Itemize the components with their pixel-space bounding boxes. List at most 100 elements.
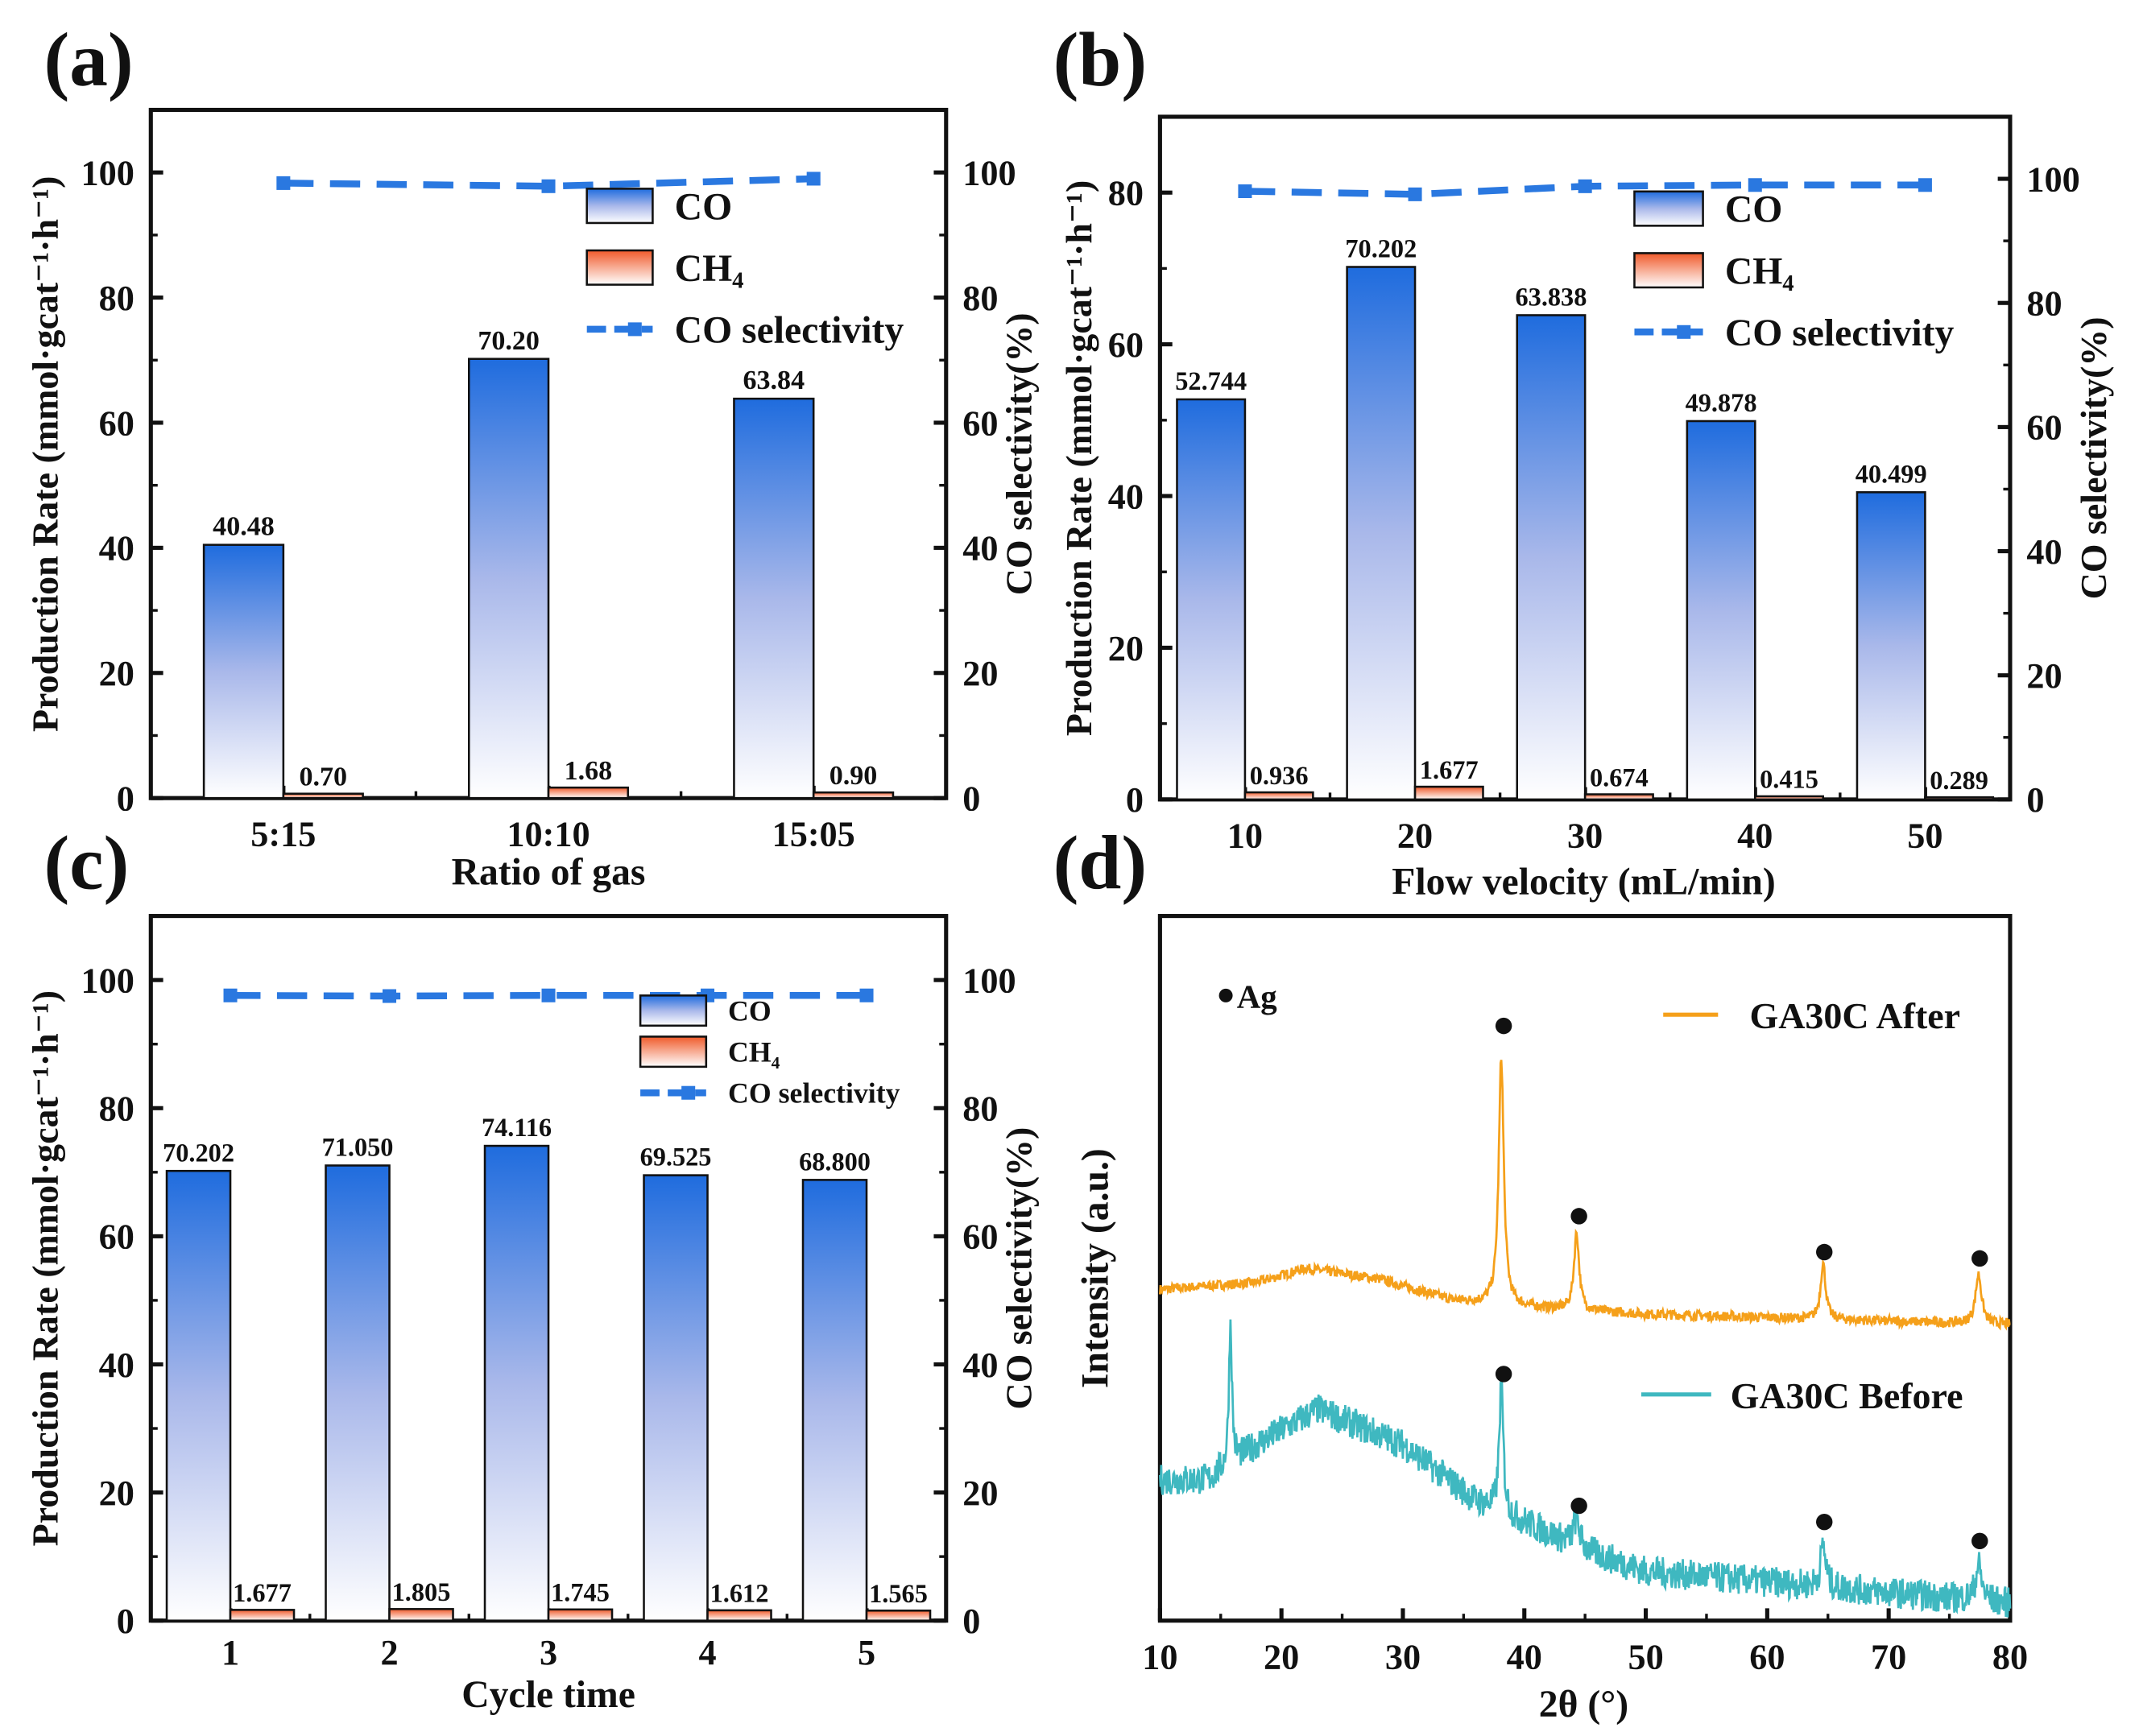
co-bar <box>1856 491 1926 801</box>
subscript: 4 <box>1782 271 1794 296</box>
co-selectivity-marker <box>276 176 291 190</box>
ch4-bar-label: 1.677 <box>1420 755 1479 784</box>
y-tick-label: 20 <box>99 1474 134 1513</box>
legend-ch4-swatch <box>1633 252 1704 289</box>
legend-label: CO selectivity <box>1725 312 1955 354</box>
y-axis-label: Intensity (a.u.) <box>1075 1148 1117 1388</box>
co-bar-label: 40.48 <box>213 512 275 542</box>
y2-tick-label: 40 <box>2026 532 2062 572</box>
ch4-bar-label: 1.805 <box>392 1577 451 1606</box>
legend-selectivity-marker <box>681 1085 696 1100</box>
x-tick-label: 15:05 <box>772 815 855 854</box>
y-axis-label: Production Rate (mmol·gcat⁻¹·h⁻¹) <box>25 990 66 1546</box>
ag-peak-marker <box>1816 1243 1833 1261</box>
co-bar <box>202 544 285 800</box>
co-selectivity-marker <box>1578 179 1592 193</box>
y-tick-label: 60 <box>99 1217 134 1257</box>
ch4-bar <box>812 791 895 800</box>
y-axis-label: Production Rate (mmol·gcat⁻¹·h⁻¹) <box>1058 180 1099 736</box>
x-tick-label: 40 <box>1737 816 1773 855</box>
co-bar <box>1686 420 1756 801</box>
x-tick-label: 2 <box>380 1633 398 1672</box>
ag-peak-marker <box>1495 1017 1512 1035</box>
y-tick-label: 40 <box>1108 477 1144 516</box>
y2-tick-label: 0 <box>2026 780 2044 820</box>
ag-peak-marker <box>1971 1250 1988 1267</box>
panel-label: (c) <box>43 820 129 906</box>
co-selectivity-marker <box>541 179 556 193</box>
x-tick-label: 40 <box>1507 1637 1542 1676</box>
ch4-bar <box>388 1608 454 1622</box>
ag-peak-marker <box>1816 1513 1833 1531</box>
x-tick-label: 10 <box>1142 1637 1177 1676</box>
co-bar <box>1346 266 1417 801</box>
co-bar <box>643 1174 709 1622</box>
ag-peak-marker <box>1495 1366 1512 1383</box>
subscript: 4 <box>732 268 743 293</box>
co-bar <box>165 1169 232 1622</box>
y2-tick-label: 40 <box>962 1345 998 1385</box>
y-tick-label: 0 <box>117 1602 134 1641</box>
y-tick-label: 0 <box>117 779 134 818</box>
ch4-bar-label: 0.289 <box>1930 766 1988 795</box>
x-tick-label: 50 <box>1628 1637 1663 1676</box>
ag-legend-label: Ag <box>1237 979 1278 1015</box>
y-tick-label: 40 <box>99 1345 134 1385</box>
y-tick-label: 80 <box>99 1089 134 1129</box>
ch4-bar-label: 1.68 <box>565 756 613 786</box>
ch4-bar-label: 0.415 <box>1760 765 1818 794</box>
panel-label: (d) <box>1053 820 1148 906</box>
x-tick-label: 3 <box>540 1633 557 1672</box>
co-bar-label: 70.202 <box>163 1138 234 1167</box>
co-selectivity-marker <box>1748 178 1762 192</box>
ch4-bar-label: 1.565 <box>869 1579 928 1608</box>
co-bar <box>1516 314 1587 801</box>
x-axis-label: 2θ (°) <box>1539 1684 1628 1726</box>
y2-tick-label: 20 <box>962 1474 998 1513</box>
y2-tick-label: 60 <box>2026 408 2062 448</box>
subscript: 4 <box>772 1053 780 1073</box>
legend-label: CO <box>675 186 732 228</box>
before-curve <box>1159 1319 2012 1618</box>
y2-tick-label: 0 <box>962 779 980 818</box>
ch4-bar-label: 1.745 <box>551 1578 610 1607</box>
x-tick-label: 80 <box>1992 1637 2028 1676</box>
x-axis-label: Ratio of gas <box>452 851 646 893</box>
co-bar-label: 70.20 <box>478 326 540 356</box>
co-selectivity-marker <box>1238 184 1252 199</box>
legend-selectivity-marker <box>1677 324 1691 339</box>
co-bar-label: 49.878 <box>1686 388 1757 417</box>
co-bar <box>325 1164 391 1622</box>
ag-peak-marker <box>1971 1532 1988 1550</box>
x-tick-label: 1 <box>221 1633 239 1672</box>
co-selectivity-marker <box>383 989 397 1003</box>
ch4-bar <box>1413 785 1484 801</box>
y-tick-label: 60 <box>99 403 134 443</box>
x-tick-label: 5 <box>858 1633 875 1672</box>
ch4-bar-label: 0.936 <box>1250 761 1309 790</box>
x-tick-label: 30 <box>1385 1637 1421 1676</box>
y2-tick-label: 80 <box>962 279 998 318</box>
co-bar <box>1176 398 1247 801</box>
legend-label: CO <box>728 995 772 1027</box>
ch4-bar-label: 1.612 <box>710 1579 769 1608</box>
y2-tick-label: 100 <box>2026 159 2079 199</box>
co-selectivity-marker <box>1918 178 1932 192</box>
legend-label: CH4 <box>675 248 744 294</box>
legend-label: CO selectivity <box>675 310 904 352</box>
x-tick-label: 60 <box>1749 1637 1785 1676</box>
co-bar-label: 68.800 <box>799 1147 871 1176</box>
co-bar-label: 69.525 <box>640 1143 712 1172</box>
ch4-bar <box>1243 791 1314 801</box>
co-bar <box>733 397 815 800</box>
ag-peak-marker <box>1570 1208 1587 1225</box>
x-axis-label: Flow velocity (mL/min) <box>1392 861 1775 903</box>
ch4-bar <box>282 792 364 800</box>
ch4-bar <box>1583 793 1654 801</box>
y-tick-label: 80 <box>1108 174 1144 213</box>
legend: CO CH4 CO selectivity <box>1633 189 1955 354</box>
y2-axis-label: CO selectivity(%) <box>998 312 1039 595</box>
legend-co-swatch <box>585 188 654 225</box>
ch4-bar-label: 0.90 <box>830 761 878 791</box>
